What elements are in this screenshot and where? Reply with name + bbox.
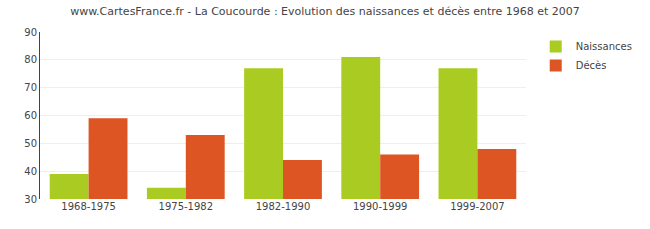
svg-text:90: 90 — [24, 27, 37, 38]
svg-text:70: 70 — [24, 82, 37, 93]
svg-text:1990-1999: 1990-1999 — [353, 201, 408, 212]
svg-text:1975-1982: 1975-1982 — [159, 201, 214, 212]
svg-text:Décès: Décès — [576, 60, 607, 71]
svg-text:1982-1990: 1982-1990 — [256, 201, 311, 212]
svg-text:40: 40 — [24, 166, 37, 177]
svg-text:1968-1975: 1968-1975 — [61, 201, 116, 212]
svg-text:www.CartesFrance.fr - La Couco: www.CartesFrance.fr - La Coucourde : Evo… — [70, 5, 580, 18]
svg-text:1999-2007: 1999-2007 — [450, 201, 505, 212]
svg-text:Naissances: Naissances — [576, 41, 632, 52]
svg-text:50: 50 — [24, 138, 37, 149]
svg-text:60: 60 — [24, 110, 37, 121]
svg-text:80: 80 — [24, 54, 37, 65]
svg-text:30: 30 — [24, 194, 37, 205]
